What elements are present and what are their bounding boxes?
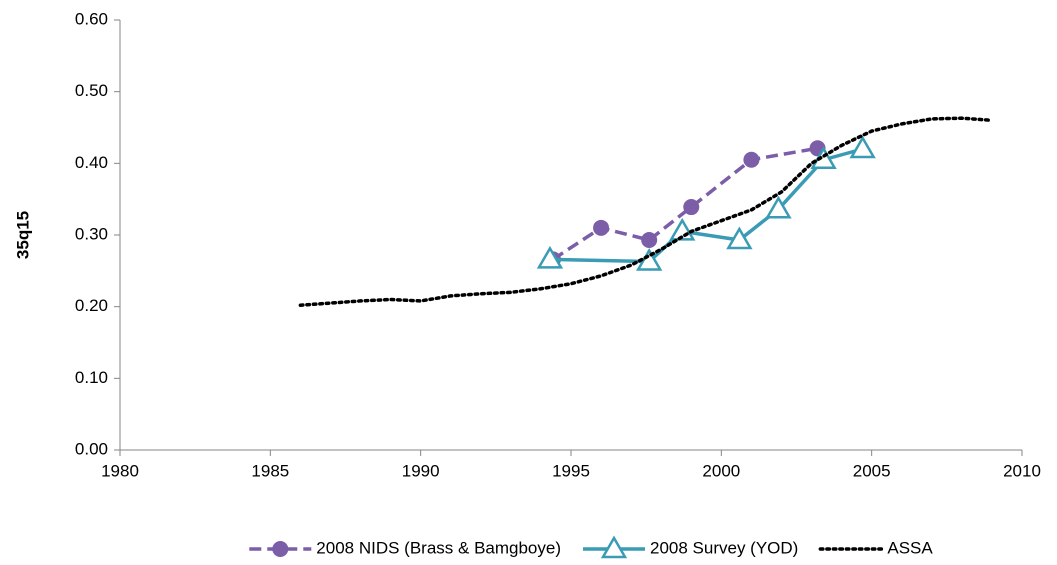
marker [641, 232, 658, 249]
y-axis-label: 35q15 [13, 211, 32, 259]
legend-label: 2008 NIDS (Brass & Bamgboye) [316, 538, 561, 557]
x-tick-label: 2000 [702, 461, 740, 480]
y-tick-label: 0.20 [75, 296, 108, 315]
x-tick-label: 1985 [251, 461, 289, 480]
x-tick-label: 1990 [402, 461, 440, 480]
legend-item: 2008 NIDS (Brass & Bamgboye) [249, 538, 561, 557]
legend: 2008 NIDS (Brass & Bamgboye) 2008 Survey … [249, 535, 933, 559]
marker [683, 199, 700, 216]
x-tick-label: 1995 [552, 461, 590, 480]
legend-label: ASSA [887, 538, 933, 557]
marker [849, 135, 876, 159]
marker [600, 535, 628, 559]
y-tick-label: 0.40 [75, 153, 108, 172]
marker [726, 226, 753, 250]
marker [593, 219, 610, 236]
y-tick-label: 0.50 [75, 81, 108, 100]
legend-item: 2008 Survey (YOD) [583, 535, 798, 559]
marker [636, 248, 663, 271]
marker [743, 151, 760, 168]
series-line [298, 116, 994, 307]
legend-item: ASSA [818, 538, 933, 557]
marker [536, 245, 564, 269]
y-tick-label: 0.00 [75, 439, 108, 458]
y-tick-label: 0.60 [75, 9, 108, 28]
marker [765, 195, 792, 219]
legend-label: 2008 Survey (YOD) [650, 538, 798, 557]
x-tick-label: 2010 [1003, 461, 1041, 480]
x-tick-label: 1980 [101, 461, 139, 480]
series-line [552, 146, 818, 261]
marker [272, 541, 289, 557]
y-tick-label: 0.10 [75, 368, 108, 387]
x-tick-label: 2005 [853, 461, 891, 480]
y-tick-label: 0.30 [75, 224, 108, 243]
